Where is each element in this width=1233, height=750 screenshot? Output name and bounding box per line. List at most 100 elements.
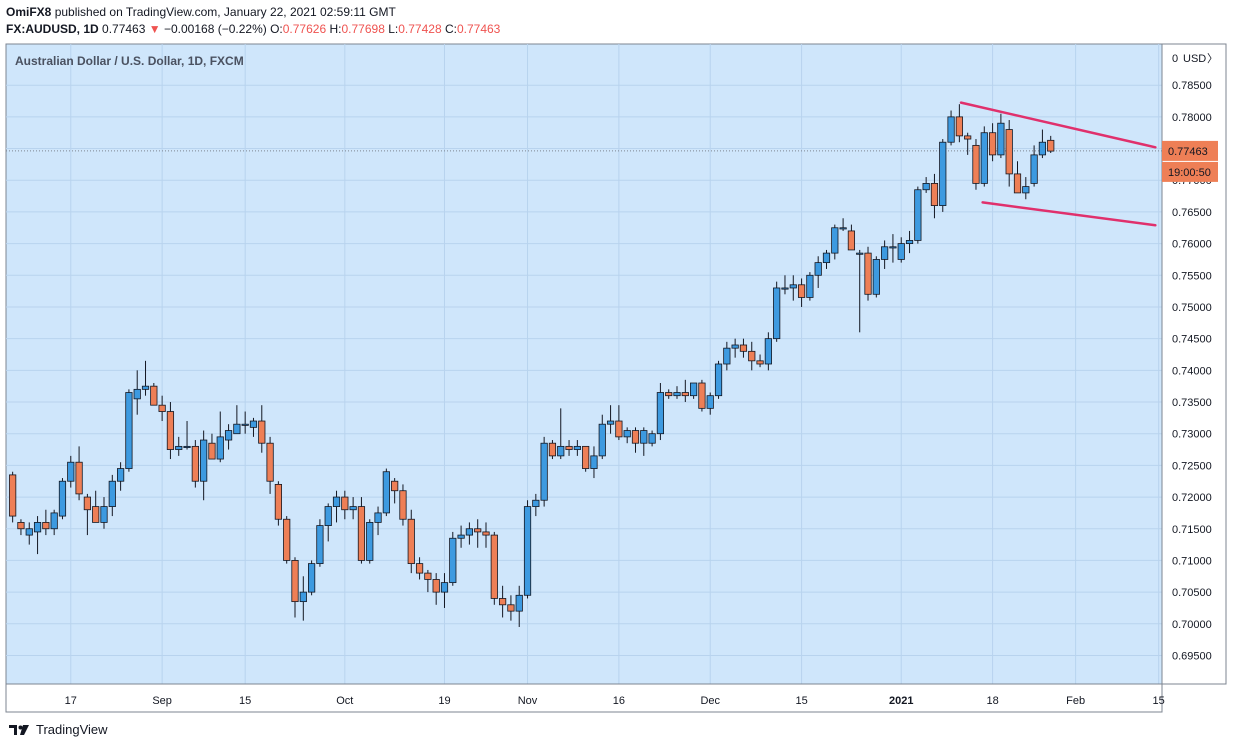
candle: [258, 405, 266, 453]
candle-body: [133, 388, 141, 400]
candle: [117, 462, 125, 491]
candle-body: [407, 518, 415, 565]
publisher-name[interactable]: OmiFX8: [6, 5, 52, 19]
candle-body: [241, 423, 249, 426]
candle-body: [42, 522, 50, 530]
candle: [748, 341, 756, 371]
candle: [964, 132, 972, 155]
candle-body: [440, 582, 449, 593]
candle: [905, 230, 914, 254]
candle-body: [391, 480, 399, 492]
candle: [656, 383, 665, 441]
candle: [432, 573, 440, 605]
candle: [698, 379, 706, 412]
candle-body: [166, 411, 175, 450]
footer: TradingView: [8, 722, 108, 737]
candle-body: [357, 506, 366, 561]
x-tick-label: 15: [1153, 695, 1165, 707]
last-price-tag-label: 0.77463: [1168, 146, 1208, 158]
x-tick-label: 15: [795, 695, 807, 707]
candle: [183, 421, 191, 450]
candle-body: [141, 385, 150, 390]
candle-body: [108, 480, 116, 507]
candle-body: [540, 442, 548, 501]
tradingview-logo-icon[interactable]: [8, 723, 30, 737]
candle-body: [465, 528, 473, 536]
candle-body: [706, 395, 714, 409]
candle-body: [349, 506, 357, 511]
candle: [274, 481, 282, 526]
candle: [108, 474, 116, 517]
y-tick-label: 0.76000: [1172, 239, 1212, 251]
y-tick-label: 0.71000: [1172, 555, 1212, 567]
candle: [17, 519, 25, 536]
candle: [914, 186, 922, 244]
candle-body: [781, 287, 789, 290]
candle-body: [756, 360, 764, 365]
candle-body: [532, 499, 540, 507]
candle-body: [640, 430, 648, 444]
candle: [125, 389, 133, 472]
candle-body: [274, 483, 282, 520]
candle-body: [922, 183, 930, 191]
candle: [266, 436, 274, 494]
candle-body: [424, 572, 432, 580]
candle: [640, 427, 648, 456]
candle-body: [490, 534, 498, 599]
y-tick-label: 0.74000: [1172, 365, 1212, 377]
candle: [332, 490, 341, 523]
candle-body: [150, 385, 158, 406]
candle: [582, 445, 590, 472]
candle: [523, 500, 532, 599]
candle: [573, 440, 581, 456]
candle: [731, 338, 739, 358]
candle: [947, 110, 955, 146]
last-price-tag: [1162, 140, 1218, 161]
candle-body: [183, 445, 191, 448]
candle-body: [997, 122, 1005, 156]
candle: [407, 509, 415, 574]
candle-body: [988, 132, 997, 156]
candle-body: [208, 442, 216, 460]
x-tick-label: 2021: [889, 695, 913, 707]
plot-area[interactable]: [5, 43, 1163, 685]
candle: [399, 484, 407, 526]
candle-body: [856, 252, 864, 255]
candle-body: [324, 506, 332, 526]
candle-body: [690, 382, 698, 397]
candle-body: [457, 534, 465, 539]
candle: [208, 433, 216, 460]
candle-body: [972, 144, 980, 184]
candle-body: [1030, 154, 1038, 184]
candle-body: [905, 240, 914, 245]
candle: [42, 509, 50, 536]
candle-body: [839, 227, 847, 230]
candle-body: [83, 496, 91, 511]
low-label: L:: [388, 22, 399, 36]
time-axis[interactable]: [5, 683, 1163, 713]
price-chart[interactable]: 0.69500 0.70000 0.70500 0.71000 0.71500 0.720…: [0, 40, 1233, 716]
axis-menu-icon[interactable]: 〉: [1207, 52, 1218, 65]
candle: [241, 411, 249, 434]
candle: [1022, 177, 1030, 200]
candle-body: [58, 480, 67, 517]
symbol-label: FX:AUDUSD, 1D: [6, 22, 99, 36]
candle-body: [582, 445, 590, 469]
candle-body: [548, 442, 557, 457]
candle: [75, 446, 83, 501]
candle-body: [507, 604, 515, 612]
candle: [299, 576, 307, 621]
candle: [540, 436, 548, 507]
candle-body: [341, 496, 349, 511]
candle: [665, 389, 673, 399]
candle-body: [283, 518, 291, 561]
candle: [648, 430, 656, 447]
candle: [366, 519, 374, 564]
candle: [839, 218, 847, 231]
candle-body: [266, 442, 274, 482]
candle-body: [681, 392, 689, 397]
candle-body: [258, 420, 266, 444]
candle: [1005, 120, 1013, 187]
candle-body: [897, 243, 905, 260]
footer-brand[interactable]: TradingView: [36, 722, 108, 737]
